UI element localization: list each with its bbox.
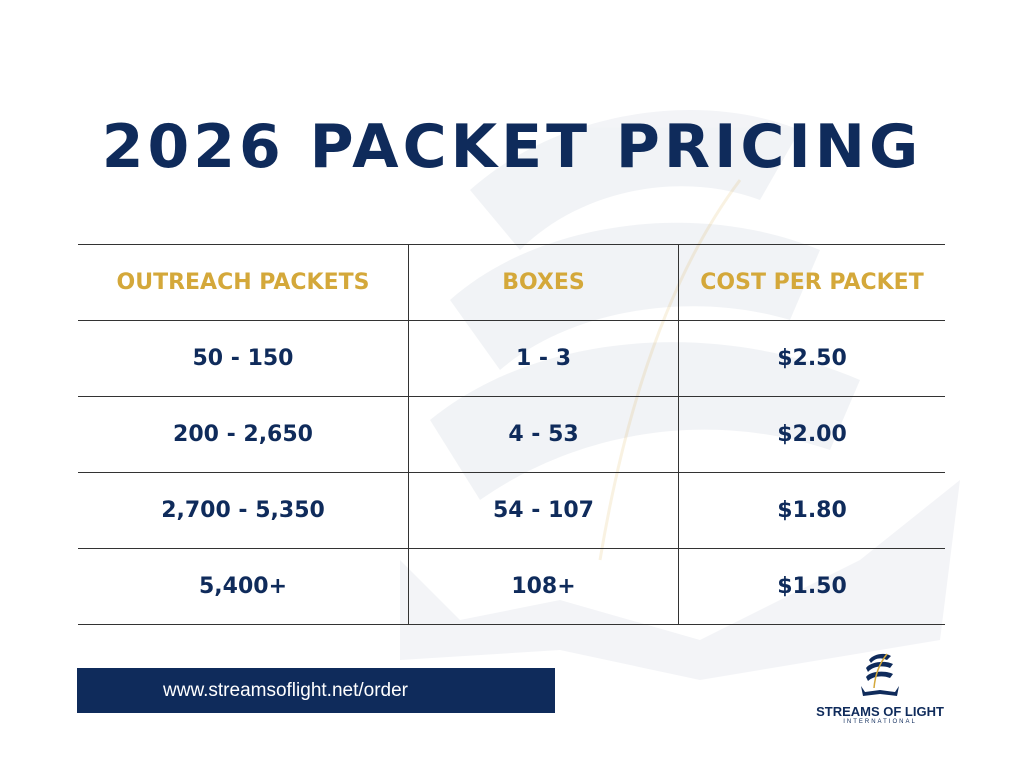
cost-cell: $1.80 bbox=[678, 472, 945, 549]
streams-of-light-logo: STREAMS OF LIGHT INTERNATIONAL bbox=[800, 652, 960, 725]
boxes-cell: 54 - 107 bbox=[408, 472, 679, 549]
page-title: 2026 PACKET PRICING bbox=[101, 112, 923, 182]
boxes-cell: 4 - 53 bbox=[408, 396, 679, 473]
packets-cell: 50 - 150 bbox=[78, 320, 409, 397]
boxes-cell: 1 - 3 bbox=[408, 320, 679, 397]
table-row: 200 - 2,650 4 - 53 $2.00 bbox=[78, 396, 945, 473]
pricing-table: OUTREACH PACKETS BOXES COST PER PACKET 5… bbox=[78, 244, 945, 625]
header-cost-per-packet: COST PER PACKET bbox=[678, 244, 945, 321]
header-boxes: BOXES bbox=[408, 244, 679, 321]
packets-cell: 2,700 - 5,350 bbox=[78, 472, 409, 549]
cost-cell: $2.50 bbox=[678, 320, 945, 397]
boxes-cell: 108+ bbox=[408, 548, 679, 625]
table-row: 2,700 - 5,350 54 - 107 $1.80 bbox=[78, 472, 945, 549]
logo-subtitle: INTERNATIONAL bbox=[843, 719, 917, 725]
table-row: 50 - 150 1 - 3 $2.50 bbox=[78, 320, 945, 397]
table-row: 5,400+ 108+ $1.50 bbox=[78, 548, 945, 625]
cost-cell: $2.00 bbox=[678, 396, 945, 473]
cost-cell: $1.50 bbox=[678, 548, 945, 625]
order-url-link[interactable]: www.streamsoflight.net/order bbox=[163, 680, 408, 701]
packets-cell: 200 - 2,650 bbox=[78, 396, 409, 473]
logo-name: STREAMS OF LIGHT bbox=[816, 704, 944, 719]
header-outreach-packets: OUTREACH PACKETS bbox=[78, 244, 409, 321]
globe-book-icon bbox=[861, 653, 899, 696]
packets-cell: 5,400+ bbox=[78, 548, 409, 625]
order-url-banner[interactable]: www.streamsoflight.net/order bbox=[77, 668, 555, 713]
table-header-row: OUTREACH PACKETS BOXES COST PER PACKET bbox=[78, 244, 945, 321]
